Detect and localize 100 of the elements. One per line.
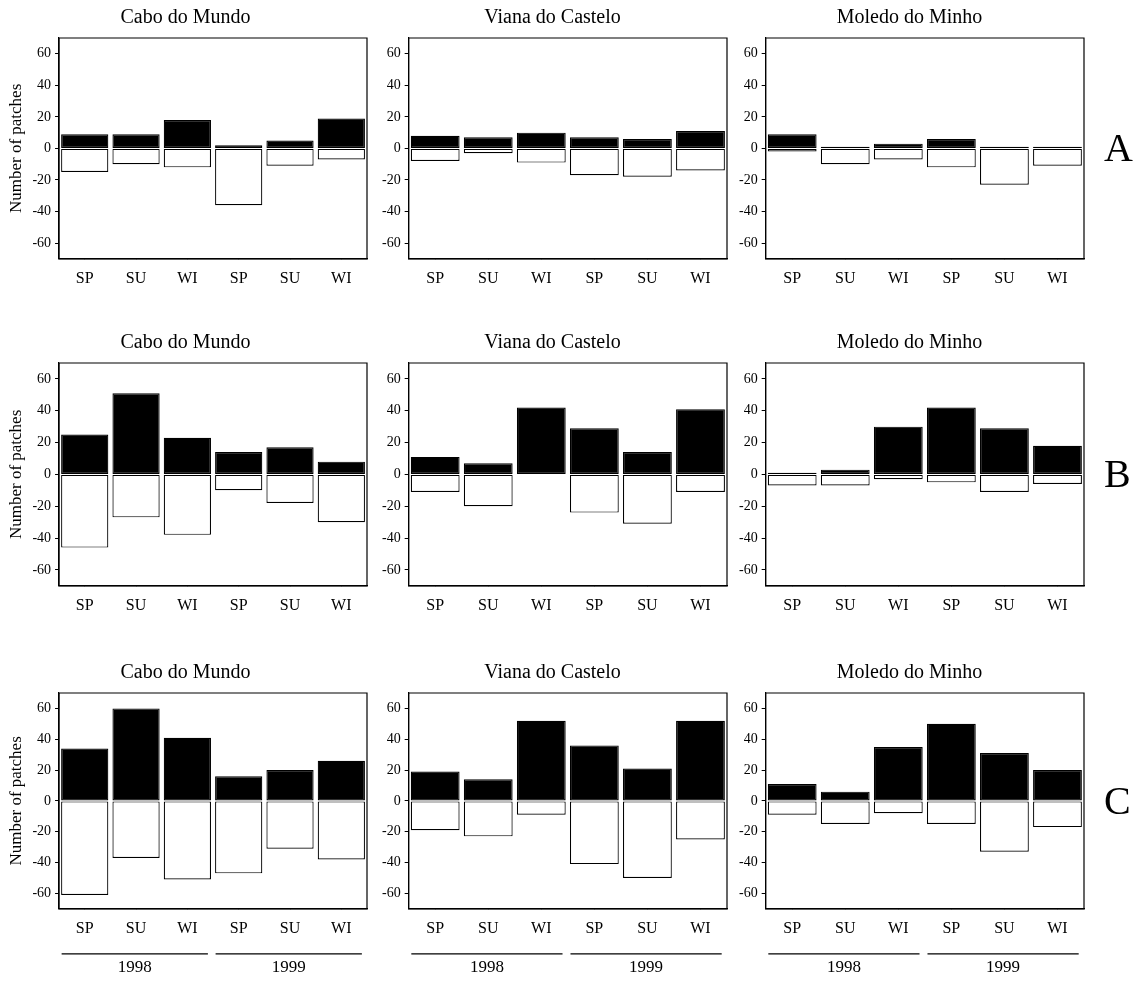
x-tick-label: SU [994,918,1016,936]
x-tick-label: SU [637,595,659,613]
y-tick-label: 20 [743,761,758,777]
y-tick-label: -20 [32,823,52,839]
y-tick-label: 60 [743,370,758,386]
y-tick-label: 20 [386,434,401,450]
x-tick-label: WI [177,595,198,613]
x-tick-label: SU [994,268,1016,286]
y-tick-label: 40 [386,76,401,92]
text: A [1104,125,1133,171]
x-tick-label: SU [125,595,147,613]
y-tick-label: 40 [37,730,52,746]
x-tick-label: SP [75,595,94,613]
y-tick-label: -60 [381,885,401,901]
x-tick-label: SU [835,268,856,286]
x-tick-label: WI [888,268,909,286]
text: C [1104,777,1131,823]
text: 1998 [117,956,152,976]
x-tick-label: SP [229,595,248,613]
x-tick-label: WI [177,268,198,286]
y-tick-label: 20 [37,108,52,124]
y-tick-label: -20 [381,497,401,513]
x-tick-label: SP [942,918,961,936]
y-tick-label: 20 [386,108,401,124]
x-tick-label: SU [478,268,499,286]
text: 1998 [469,956,504,976]
x-tick-label: SP [585,268,604,286]
chart-title: Viana do Castelo [484,330,621,353]
y-tick-label: -40 [738,529,758,545]
x-tick-label: SU [637,918,659,936]
x-tick-label: WI [531,918,552,936]
y-tick-label: 40 [743,76,758,92]
chart-title: Moledo do Minho [836,660,983,683]
x-tick-label: SP [75,918,94,936]
x-tick-label: SU [279,268,301,286]
y-tick-label: -20 [32,497,52,513]
x-tick-label: WI [1047,595,1068,613]
y-tick-label: 0 [750,466,758,482]
chart-title: Cabo do Mundo [120,660,251,683]
x-tick-label: SP [585,918,604,936]
x-tick-label: SP [942,595,961,613]
y-tick-label: -60 [32,885,52,901]
chart-title: Cabo do Mundo [120,330,251,353]
x-tick-label: SP [783,595,802,613]
x-tick-label: WI [331,918,352,936]
y-tick-label: -40 [32,203,52,219]
y-tick-label: 40 [743,402,758,418]
x-tick-label: WI [531,268,552,286]
y-tick-label: 40 [743,730,758,746]
x-tick-label: WI [888,918,909,936]
y-tick-label: -60 [738,234,758,250]
y-tick-label: 40 [386,402,401,418]
text: 1999 [271,956,306,976]
text: B [1104,451,1131,497]
x-tick-label: SP [229,268,248,286]
y-tick-label: 0 [393,140,401,156]
y-tick-label: -20 [738,823,758,839]
text: 1999 [986,956,1021,976]
y-tick-label: -20 [32,171,52,187]
y-tick-label: 0 [44,466,52,482]
x-tick-label: SU [279,595,301,613]
y-tick-label: -40 [738,854,758,870]
y-tick-label: -40 [381,529,401,545]
x-tick-label: SU [637,268,659,286]
y-tick-label: 60 [37,700,52,716]
y-tick-label: 40 [37,402,52,418]
x-tick-label: WI [690,918,711,936]
y-tick-label: 20 [37,434,52,450]
y-tick-label: -40 [32,529,52,545]
x-tick-label: SU [835,918,856,936]
y-tick-label: -60 [738,885,758,901]
x-tick-label: SU [478,918,499,936]
chart-title: Viana do Castelo [484,660,621,683]
x-tick-label: WI [331,268,352,286]
y-axis-title: Number of patches [5,736,25,866]
x-tick-label: SP [942,268,961,286]
text: 1998 [826,956,861,976]
y-tick-label: 40 [37,76,52,92]
x-tick-label: SU [125,268,147,286]
y-tick-label: 60 [743,45,758,61]
text: 1999 [629,956,664,976]
y-tick-label: -20 [381,171,401,187]
y-tick-label: -20 [738,497,758,513]
y-tick-label: 60 [386,700,401,716]
y-tick-label: -40 [738,203,758,219]
y-tick-label: -40 [381,203,401,219]
x-tick-label: WI [690,595,711,613]
y-tick-label: 20 [743,434,758,450]
x-tick-label: WI [1047,268,1068,286]
x-tick-label: SP [426,268,445,286]
x-tick-label: WI [177,918,198,936]
x-tick-label: SP [426,595,445,613]
y-axis-title: Number of patches [5,409,25,540]
chart-title: Viana do Castelo [484,5,621,28]
y-tick-label: -20 [738,171,758,187]
chart-title: Cabo do Mundo [120,5,251,28]
x-tick-label: SP [426,918,445,936]
y-tick-label: -40 [32,854,52,870]
y-tick-label: 60 [386,45,401,61]
x-tick-label: WI [888,595,909,613]
